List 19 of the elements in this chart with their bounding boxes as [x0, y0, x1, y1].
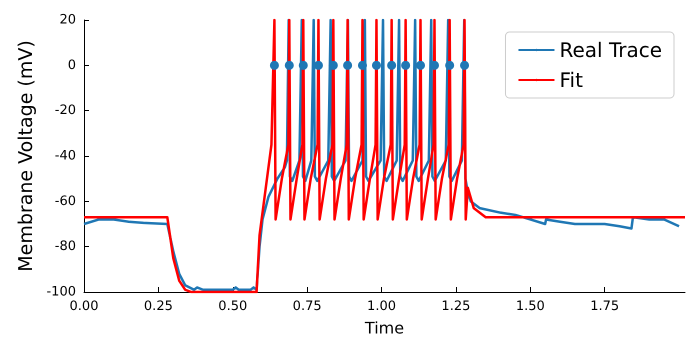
- x-tick-label: 0.50: [218, 299, 248, 314]
- y-tick-label: 20: [59, 12, 76, 28]
- y-tick-label: -100: [46, 284, 76, 300]
- y-tick-label: 0: [68, 58, 76, 73]
- x-tick-label: 1.50: [516, 299, 545, 314]
- legend-label: Fit: [559, 68, 584, 92]
- x-tick-label: 1.75: [590, 299, 620, 314]
- y-axis-title: Membrane Voltage (mV): [15, 40, 38, 272]
- x-tick-label: 0.00: [70, 299, 98, 314]
- x-tick-label: 1.25: [441, 299, 470, 314]
- y-tick-label: -40: [54, 148, 76, 164]
- x-tick-label: 0.75: [292, 299, 322, 314]
- y-tick-label: -20: [54, 103, 76, 118]
- legend-label: Real Trace: [559, 38, 662, 62]
- y-tick-label: -80: [54, 239, 76, 254]
- x-tick-label: 1.00: [367, 299, 396, 314]
- x-tick-label: 0.25: [144, 299, 173, 314]
- y-tick-label: -60: [54, 194, 76, 209]
- x-axis-title: Time: [364, 318, 404, 338]
